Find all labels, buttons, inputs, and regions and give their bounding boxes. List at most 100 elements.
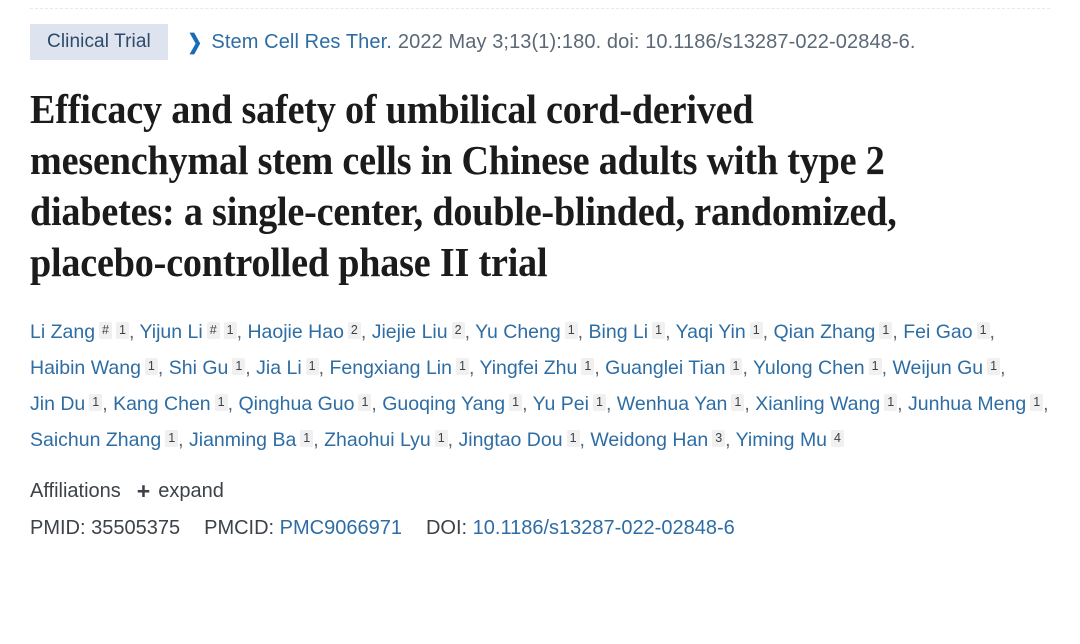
author-affiliation-marker[interactable]: 3: [712, 430, 726, 447]
author-link[interactable]: Yulong Chen: [752, 357, 865, 379]
author-separator: ,: [157, 357, 164, 379]
identifier-group: DOI: 10.1186/s13287-022-02848-6: [426, 517, 735, 539]
author-separator: ,: [360, 321, 367, 343]
author-separator: ,: [892, 321, 898, 343]
author-entry: Jingtao Dou 1: [459, 429, 580, 451]
author-link[interactable]: Li Zang: [30, 321, 96, 343]
author-affiliation-marker[interactable]: 1: [731, 394, 745, 411]
author-link[interactable]: Qian Zhang: [773, 321, 876, 343]
author-link[interactable]: Yiming Mu: [735, 429, 828, 451]
author-affiliation-marker[interactable]: 1: [987, 358, 1001, 375]
author-entry: Fengxiang Lin 1: [329, 357, 469, 379]
author-entry: Zhaohui Lyu 1: [324, 429, 448, 451]
author-affiliation-marker[interactable]: 1: [305, 358, 319, 375]
author-affiliation-marker[interactable]: 1: [1030, 394, 1044, 411]
author-affiliation-marker[interactable]: 1: [879, 322, 893, 339]
author-affiliation-marker[interactable]: 1: [214, 394, 228, 411]
author-link[interactable]: Yu Cheng: [475, 321, 561, 343]
author-link[interactable]: Guanglei Tian: [605, 357, 726, 379]
author-link[interactable]: Fengxiang Lin: [329, 357, 452, 379]
author-entry: Bing Li 1: [589, 321, 666, 343]
author-affiliation-marker[interactable]: 1: [868, 358, 882, 375]
identifier-label: DOI:: [425, 517, 468, 539]
author-separator: ,: [468, 357, 475, 379]
author-link[interactable]: Yaqi Yin: [675, 321, 746, 343]
author-separator: ,: [128, 321, 135, 343]
author-link[interactable]: Wenhua Yan: [616, 393, 728, 415]
author-link[interactable]: Zhaohui Lyu: [324, 429, 431, 451]
author-link[interactable]: Jiejie Liu: [371, 321, 448, 343]
author-link[interactable]: Yu Pei: [532, 393, 589, 415]
author-affiliation-marker[interactable]: 1: [300, 430, 314, 447]
author-affiliation-marker[interactable]: 1: [165, 430, 179, 447]
author-affiliation-marker[interactable]: 1: [116, 322, 129, 339]
author-link[interactable]: Jingtao Dou: [458, 429, 563, 451]
author-affiliation-marker[interactable]: 1: [749, 322, 763, 339]
author-link[interactable]: Haibin Wang: [30, 357, 141, 379]
author-affiliation-marker[interactable]: 2: [451, 322, 465, 339]
author-link[interactable]: Jianming Ba: [188, 429, 297, 451]
author-separator: ,: [881, 357, 888, 379]
author-link[interactable]: Kang Chen: [113, 393, 211, 415]
publication-type-badge[interactable]: Clinical Trial: [30, 24, 168, 60]
author-link[interactable]: Saichun Zhang: [30, 429, 162, 451]
author-entry: Wenhua Yan 1: [617, 393, 745, 415]
author-affiliation-marker[interactable]: 1: [566, 430, 580, 447]
journal-link[interactable]: Stem Cell Res Ther.: [211, 30, 392, 53]
author-separator: ,: [665, 321, 671, 343]
author-separator: ,: [605, 393, 612, 415]
author-equal-contribution-marker[interactable]: #: [206, 322, 220, 339]
expand-affiliations-button[interactable]: + expand: [137, 480, 224, 503]
author-separator: ,: [236, 321, 243, 343]
affiliations-row: Affiliations + expand: [30, 458, 1050, 503]
top-divider: [30, 8, 1050, 10]
author-affiliation-marker[interactable]: 1: [581, 358, 595, 375]
author-entry: Jia Li 1: [256, 357, 319, 379]
author-affiliation-marker[interactable]: 1: [144, 358, 158, 375]
author-affiliation-marker[interactable]: 1: [509, 394, 523, 411]
identifier-link[interactable]: PMC9066971: [279, 517, 402, 539]
author-affiliation-marker[interactable]: 1: [434, 430, 448, 447]
author-separator: ,: [579, 429, 585, 451]
author-affiliation-marker[interactable]: 1: [223, 322, 237, 339]
author-link[interactable]: Weijun Gu: [892, 357, 984, 379]
author-link[interactable]: Guoqing Yang: [382, 393, 506, 415]
author-separator: ,: [1043, 393, 1049, 415]
author-link[interactable]: Fei Gao: [903, 321, 973, 343]
author-link[interactable]: Xianling Wang: [755, 393, 881, 415]
author-link[interactable]: Yingfei Zhu: [479, 357, 578, 379]
author-separator: ,: [245, 357, 251, 379]
author-affiliation-marker[interactable]: 1: [976, 322, 990, 339]
author-entry: Jin Du 1: [30, 393, 103, 415]
author-link[interactable]: Qinghua Guo: [238, 393, 355, 415]
author-affiliation-marker[interactable]: 1: [89, 394, 103, 411]
author-affiliation-marker[interactable]: 1: [729, 358, 743, 375]
author-link[interactable]: Jia Li: [256, 357, 302, 379]
author-affiliation-marker[interactable]: 1: [564, 322, 578, 339]
author-affiliation-marker[interactable]: 1: [884, 394, 898, 411]
author-separator: ,: [577, 321, 584, 343]
author-affiliation-marker[interactable]: 1: [652, 322, 666, 339]
author-affiliation-marker[interactable]: 1: [455, 358, 469, 375]
author-separator: ,: [447, 429, 454, 451]
author-link[interactable]: Bing Li: [588, 321, 649, 343]
author-affiliation-marker[interactable]: 1: [232, 358, 246, 375]
author-separator: ,: [594, 357, 600, 379]
author-link[interactable]: Weidong Han: [590, 429, 709, 451]
author-affiliation-marker[interactable]: 1: [593, 394, 606, 411]
author-link[interactable]: Yijun Li: [139, 321, 203, 343]
author-entry: Fei Gao 1: [903, 321, 990, 343]
author-affiliation-marker[interactable]: 4: [831, 430, 844, 447]
identifier-link[interactable]: 10.1186/s13287-022-02848-6: [472, 517, 735, 539]
author-affiliation-marker[interactable]: 1: [358, 394, 372, 411]
author-link[interactable]: Shi Gu: [168, 357, 229, 379]
author-link[interactable]: Junhua Meng: [908, 393, 1027, 415]
author-link[interactable]: Haojie Hao: [247, 321, 344, 343]
author-entry: Weidong Han 3: [590, 429, 726, 451]
author-link[interactable]: Jin Du: [30, 393, 86, 415]
author-equal-contribution-marker[interactable]: #: [99, 322, 112, 339]
identifier-group: PMID: 35505375: [30, 517, 180, 539]
author-entry: Qinghua Guo 1: [238, 393, 372, 415]
author-affiliation-marker[interactable]: 2: [347, 322, 361, 339]
